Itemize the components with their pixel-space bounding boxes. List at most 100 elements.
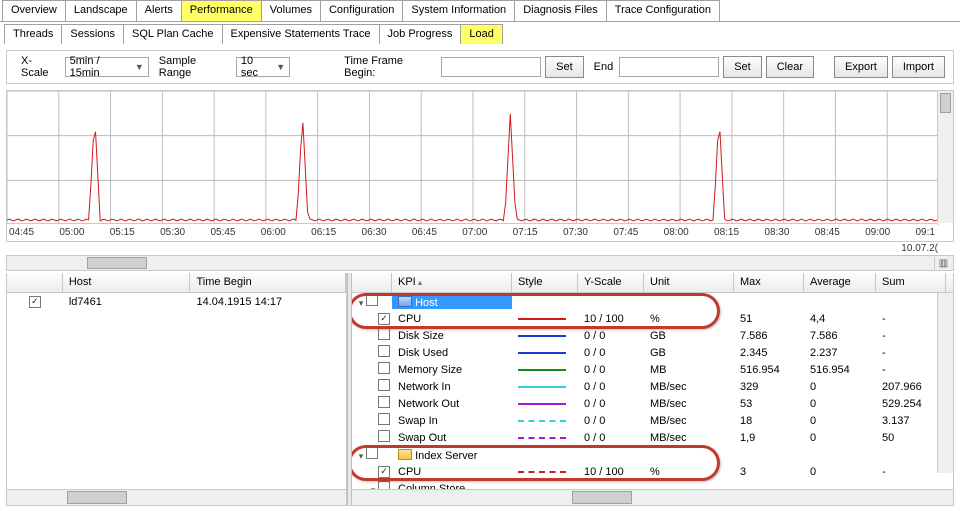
kpi-row[interactable]: Disk Used0 / 0GB2.3452.237-: [352, 344, 953, 361]
kpi-checkbox[interactable]: [378, 396, 390, 408]
sub-tab-job-progress[interactable]: Job Progress: [379, 24, 462, 44]
kpi-cell: 0: [804, 415, 876, 427]
set-end-button[interactable]: Set: [723, 56, 762, 78]
main-tab-overview[interactable]: Overview: [2, 0, 66, 21]
kpi-row[interactable]: ▾Column Store: [352, 480, 953, 489]
kpi-col-sum[interactable]: Sum: [876, 273, 946, 292]
main-tab-landscape[interactable]: Landscape: [65, 0, 137, 21]
kpi-cell: MB/sec: [644, 415, 734, 427]
kpi-name: Index Server: [415, 450, 477, 462]
kpi-grid-body: ▾ Host CPU10 / 100%514,4- Disk Size0 / 0…: [352, 293, 953, 489]
kpi-checkbox[interactable]: [366, 447, 378, 459]
kpi-checkbox[interactable]: [378, 379, 390, 391]
sub-tab-load[interactable]: Load: [460, 24, 502, 44]
time-frame-begin-label: Time Frame Begin:: [344, 55, 435, 79]
kpi-name: CPU: [398, 313, 421, 325]
kpi-col-kpi[interactable]: KPI: [392, 273, 512, 292]
x-tick: 06:45: [412, 227, 437, 238]
kpi-checkbox[interactable]: [378, 430, 390, 442]
chevron-down-icon: ▼: [135, 62, 144, 72]
kpi-row[interactable]: Network Out0 / 0MB/sec530529.254: [352, 395, 953, 412]
host-name: ld7461: [63, 296, 191, 308]
kpi-checkbox[interactable]: [378, 362, 390, 374]
kpi-hscrollbar[interactable]: [352, 489, 953, 505]
import-button[interactable]: Import: [892, 56, 945, 78]
kpi-cell: MB: [644, 364, 734, 376]
export-button[interactable]: Export: [834, 56, 888, 78]
sub-tab-sql-plan-cache[interactable]: SQL Plan Cache: [123, 24, 223, 44]
chart-vscrollbar[interactable]: [937, 91, 953, 223]
kpi-row[interactable]: ▾ Host: [352, 293, 953, 310]
kpi-name: Swap Out: [398, 432, 446, 444]
line-style-swatch: [518, 403, 566, 405]
kpi-checkbox[interactable]: [378, 345, 390, 357]
kpi-row[interactable]: CPU10 / 100%30-: [352, 463, 953, 480]
line-style-swatch: [518, 437, 566, 439]
x-tick: 07:30: [563, 227, 588, 238]
kpi-checkbox[interactable]: [378, 313, 390, 325]
kpi-row[interactable]: CPU10 / 100%514,4-: [352, 310, 953, 327]
chart-hscrollbar[interactable]: ▥: [6, 255, 954, 271]
kpi-row[interactable]: Memory Size0 / 0MB516.954516.954-: [352, 361, 953, 378]
kpi-cell: 0: [804, 398, 876, 410]
main-tab-system-information[interactable]: System Information: [402, 0, 515, 21]
hosts-col-check[interactable]: [7, 273, 63, 292]
chart-options-icon[interactable]: ▥: [934, 257, 952, 269]
kpi-col-tree[interactable]: [352, 273, 392, 292]
kpi-checkbox[interactable]: [366, 294, 378, 306]
sample-range-combo[interactable]: 10 sec▼: [236, 57, 290, 77]
hosts-row[interactable]: ld746114.04.1915 14:17: [7, 293, 346, 310]
kpi-cell: 50: [876, 432, 946, 444]
kpi-checkbox[interactable]: [378, 466, 390, 478]
hosts-col-Time Begin[interactable]: Time Begin: [190, 273, 346, 292]
kpi-col-y-scale[interactable]: Y-Scale: [578, 273, 644, 292]
kpi-row[interactable]: Swap In0 / 0MB/sec1803.137: [352, 412, 953, 429]
hosts-col-Host[interactable]: Host: [63, 273, 191, 292]
sub-tab-sessions[interactable]: Sessions: [61, 24, 124, 44]
tree-toggle-icon[interactable]: ▾: [356, 451, 366, 462]
main-tab-configuration[interactable]: Configuration: [320, 0, 403, 21]
hosts-hscrollbar[interactable]: [7, 489, 346, 505]
sub-tab-threads[interactable]: Threads: [4, 24, 62, 44]
main-tab-volumes[interactable]: Volumes: [261, 0, 321, 21]
tree-toggle-icon[interactable]: ▾: [356, 298, 366, 309]
kpi-cell: 0 / 0: [578, 330, 644, 342]
time-frame-begin-input[interactable]: [441, 57, 541, 77]
main-tab-trace-configuration[interactable]: Trace Configuration: [606, 0, 720, 21]
x-tick: 08:00: [664, 227, 689, 238]
kpi-row[interactable]: ▾ Index Server: [352, 446, 953, 463]
line-style-swatch: [518, 318, 566, 320]
hosts-grid-header: HostTime Begin: [7, 273, 346, 293]
main-tab-alerts[interactable]: Alerts: [136, 0, 182, 21]
time-frame-end-input[interactable]: [619, 57, 719, 77]
xscale-combo[interactable]: 5min / 15min▼: [65, 57, 149, 77]
sub-tab-expensive-statements-trace[interactable]: Expensive Statements Trace: [222, 24, 380, 44]
set-begin-button[interactable]: Set: [545, 56, 584, 78]
kpi-vscrollbar[interactable]: [937, 293, 953, 473]
host-checkbox[interactable]: [29, 296, 41, 308]
clear-button[interactable]: Clear: [766, 56, 814, 78]
kpi-cell: MB/sec: [644, 432, 734, 444]
kpi-col-average[interactable]: Average: [804, 273, 876, 292]
kpi-checkbox[interactable]: [378, 413, 390, 425]
kpi-checkbox[interactable]: [378, 328, 390, 340]
kpi-cell: 529.254: [876, 398, 946, 410]
kpi-col-unit[interactable]: Unit: [644, 273, 734, 292]
x-tick: 06:15: [311, 227, 336, 238]
x-tick: 05:00: [59, 227, 84, 238]
x-tick: 07:15: [513, 227, 538, 238]
kpi-row[interactable]: Swap Out0 / 0MB/sec1,9050: [352, 429, 953, 446]
main-tab-performance[interactable]: Performance: [181, 0, 262, 21]
kpi-cell: 2.237: [804, 347, 876, 359]
kpi-checkbox[interactable]: [378, 481, 390, 489]
kpi-col-max[interactable]: Max: [734, 273, 804, 292]
kpi-col-style[interactable]: Style: [512, 273, 578, 292]
kpi-cell: 516.954: [734, 364, 804, 376]
main-tab-diagnosis-files[interactable]: Diagnosis Files: [514, 0, 607, 21]
kpi-row[interactable]: Network In0 / 0MB/sec3290207.966: [352, 378, 953, 395]
line-style-swatch: [518, 369, 566, 371]
kpi-row[interactable]: Disk Size0 / 0GB7.5867.586-: [352, 327, 953, 344]
kpi-cell: 51: [734, 313, 804, 325]
kpi-cell: 3: [734, 466, 804, 478]
kpi-cell: 1,9: [734, 432, 804, 444]
